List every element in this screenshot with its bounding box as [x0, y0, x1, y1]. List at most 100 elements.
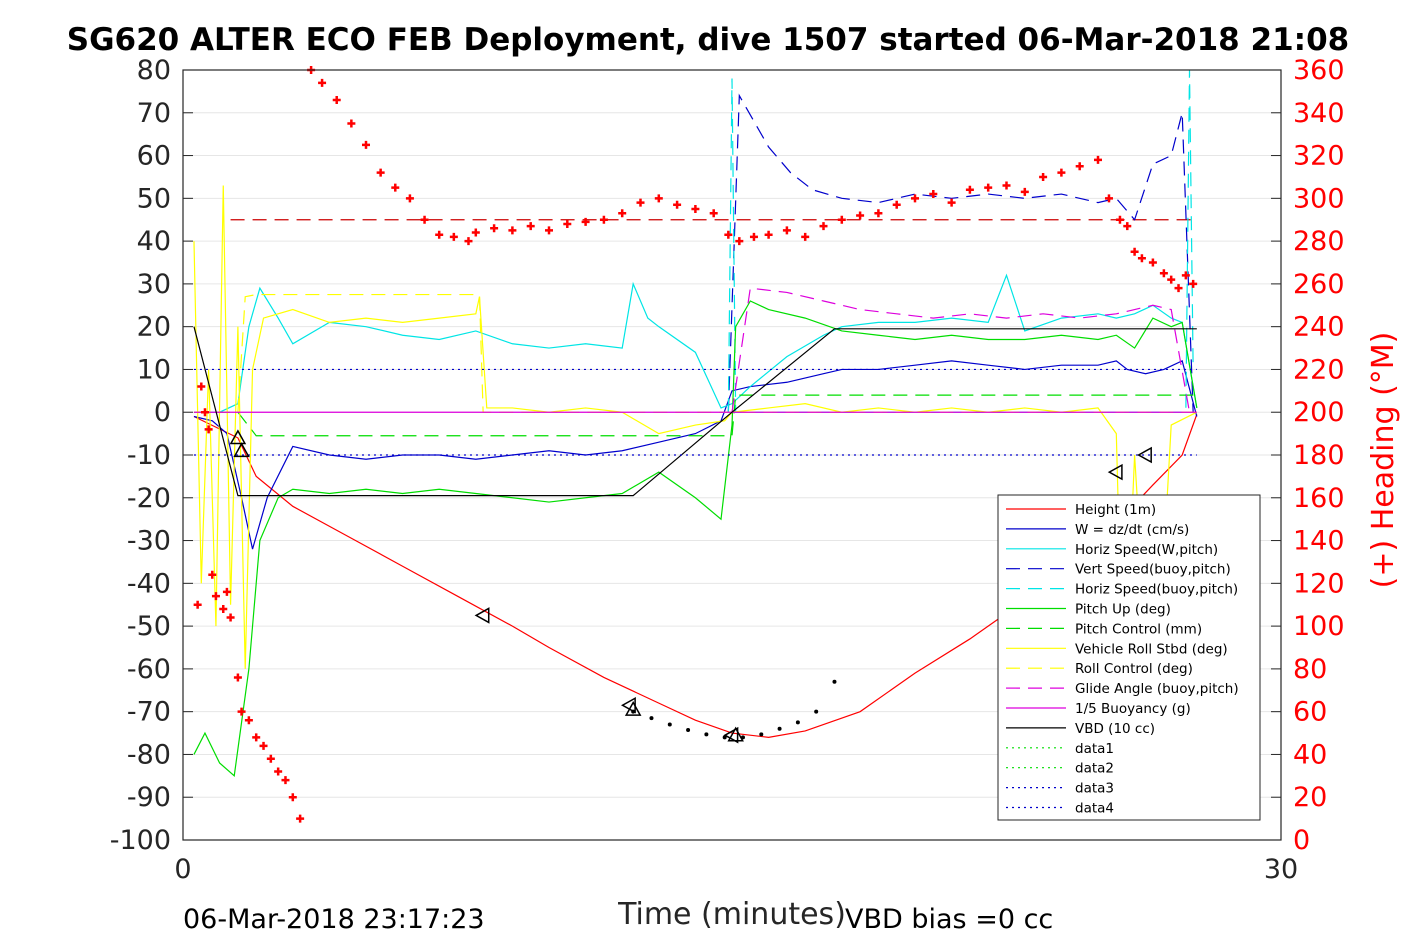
triangle-marker	[727, 726, 744, 742]
heading-point	[193, 600, 202, 609]
heading-point	[1167, 275, 1176, 284]
legend-entry: 1/5 Buoyancy (g)	[1075, 701, 1191, 717]
y-tick-label-right: 80	[1293, 654, 1327, 685]
legend-entry: Pitch Up (deg)	[1075, 602, 1171, 618]
heading-point	[599, 215, 608, 224]
heading-point	[347, 119, 356, 128]
chart-title: SG620 ALTER ECO FEB Deployment, dive 150…	[67, 22, 1349, 58]
legend-entry: data2	[1075, 761, 1114, 777]
y-tick-label-right: 240	[1293, 312, 1345, 343]
dotted-segment-point	[649, 716, 654, 721]
heading-point	[911, 194, 919, 203]
heading-point	[856, 211, 865, 220]
y-tick-label-left: -100	[110, 825, 171, 856]
heading-point	[376, 168, 385, 177]
heading-point	[233, 673, 242, 682]
y-tick-label-right: 40	[1293, 739, 1327, 770]
heading-point	[208, 570, 217, 579]
legend-entry: Vert Speed(buoy,pitch)	[1075, 562, 1231, 578]
heading-point	[296, 814, 305, 823]
x-tick-label: 30	[1264, 854, 1298, 885]
dotted-segment-point	[777, 726, 782, 731]
y-tick-label-left: 0	[154, 397, 171, 428]
heading-point	[874, 209, 883, 218]
axis-ticks: 80706050403020100-10-20-30-40-50-60-70-8…	[110, 55, 1345, 885]
heading-point	[801, 232, 810, 241]
heading-point	[735, 237, 744, 246]
y-tick-label-right: 0	[1293, 825, 1310, 856]
heading-point	[449, 232, 458, 241]
y-tick-label-left: 60	[137, 141, 171, 172]
heading-point	[749, 232, 758, 241]
heading-point	[819, 222, 828, 231]
dotted-segment-point	[704, 732, 709, 737]
y-tick-label-right: 340	[1293, 98, 1345, 129]
heading-point	[636, 198, 645, 207]
heading-point	[244, 716, 253, 725]
heading-point	[724, 230, 733, 239]
triangle-marker	[1137, 446, 1152, 464]
y-tick-label-left: -20	[127, 483, 171, 514]
series-line-vert-speed-buoy-pitch	[727, 93, 1194, 413]
footer-timestamp: 06-Mar-2018 23:17:23	[183, 904, 485, 935]
legend: Height (1m) W = dz/dt (cm/s) Horiz Speed(W…	[997, 494, 1261, 821]
y-tick-label-left: 80	[137, 55, 171, 86]
dotted-segment-point	[667, 722, 672, 727]
heading-point	[1174, 284, 1183, 293]
heading-point	[274, 767, 283, 776]
heading-point	[266, 754, 275, 763]
dotted-segment-point	[814, 709, 819, 714]
y-tick-label-left: -60	[127, 654, 171, 685]
y-tick-label-right: 140	[1293, 526, 1345, 557]
y-tick-label-left: 50	[137, 183, 171, 214]
heading-point	[362, 140, 370, 149]
heading-point	[545, 226, 553, 235]
legend-entry: Horiz Speed(buoy,pitch)	[1075, 582, 1238, 598]
y-tick-label-left: 70	[137, 98, 171, 129]
heading-point	[782, 226, 791, 235]
heading-point	[197, 382, 206, 391]
heading-point	[405, 194, 414, 203]
heading-point	[618, 209, 627, 218]
legend-entry: data3	[1075, 781, 1114, 797]
heading-point	[391, 183, 400, 192]
heading-point	[211, 592, 220, 601]
heading-point	[1075, 162, 1084, 171]
y-tick-label-left: -50	[127, 611, 171, 642]
y-tick-label-right: 200	[1293, 397, 1345, 428]
legend-entry: data4	[1075, 801, 1114, 817]
series-line-vehicle-roll-stbd-deg	[193, 185, 1198, 755]
triangle-marker	[474, 607, 490, 624]
x-tick-label: 0	[174, 854, 191, 885]
heading-point	[965, 185, 974, 194]
heading-point	[892, 200, 901, 209]
dotted-segment-point	[832, 679, 837, 684]
heading-point	[673, 200, 682, 209]
heading-point	[252, 733, 261, 742]
series-line-pitch-control-mm	[193, 394, 1197, 437]
heading-point	[259, 741, 268, 750]
heading-point	[526, 222, 535, 231]
y-tick-label-left: -70	[127, 697, 171, 728]
y-tick-label-left: 10	[137, 354, 171, 385]
heading-point	[984, 183, 993, 192]
legend-entry: data1	[1075, 741, 1114, 757]
y-tick-label-right: 360	[1293, 55, 1345, 86]
heading-point	[1020, 187, 1029, 196]
heading-point	[1057, 168, 1066, 177]
triangle-marker	[624, 700, 642, 716]
heading-point	[1039, 172, 1048, 181]
dotted-segment-point	[795, 720, 800, 725]
x-axis-label: Time (minutes)	[617, 897, 846, 932]
y-tick-label-left: -10	[127, 440, 171, 471]
heading-point	[318, 78, 327, 87]
series-line-vbd-10-cc	[193, 326, 1197, 497]
y-tick-label-right: 300	[1293, 183, 1345, 214]
heading-point	[464, 237, 473, 246]
triangle-marker	[1107, 463, 1123, 481]
heading-point	[709, 209, 718, 218]
heading-point	[435, 230, 444, 239]
legend-entry: W = dz/dt (cm/s)	[1075, 522, 1189, 538]
triangle-marker	[229, 429, 247, 445]
heading-point	[1130, 247, 1139, 256]
